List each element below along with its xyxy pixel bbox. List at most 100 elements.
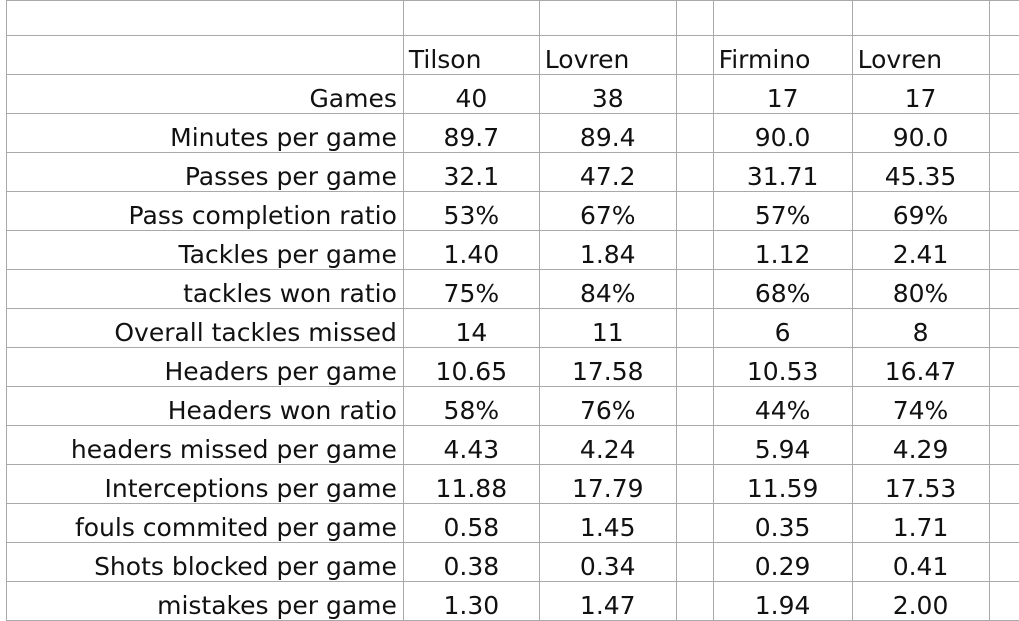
value-cell[interactable]: 47.2 [539,153,676,192]
row-label[interactable]: Pass completion ratio [7,192,404,231]
value-cell[interactable]: 11.88 [403,465,539,504]
empty-cell[interactable] [989,1,1019,36]
value-cell[interactable]: 1.47 [539,582,676,621]
empty-cell[interactable] [676,153,713,192]
value-cell[interactable]: 1.12 [713,231,852,270]
empty-cell[interactable] [676,543,713,582]
value-cell[interactable]: 2.00 [852,582,989,621]
column-header[interactable]: Lovren [539,36,676,75]
value-cell[interactable]: 40 [403,75,539,114]
value-cell[interactable]: 44% [713,387,852,426]
value-cell[interactable]: 53% [403,192,539,231]
value-cell[interactable]: 32.1 [403,153,539,192]
empty-cell[interactable] [7,1,404,36]
empty-cell[interactable] [989,582,1019,621]
empty-cell[interactable] [676,465,713,504]
empty-cell[interactable] [7,36,404,75]
value-cell[interactable]: 84% [539,270,676,309]
empty-cell[interactable] [989,309,1019,348]
value-cell[interactable]: 16.47 [852,348,989,387]
empty-cell[interactable] [676,582,713,621]
value-cell[interactable]: 90.0 [852,114,989,153]
empty-cell[interactable] [989,75,1019,114]
value-cell[interactable]: 89.7 [403,114,539,153]
row-label[interactable]: Overall tackles missed [7,309,404,348]
empty-cell[interactable] [676,114,713,153]
value-cell[interactable]: 74% [852,387,989,426]
value-cell[interactable]: 89.4 [539,114,676,153]
value-cell[interactable]: 0.38 [403,543,539,582]
value-cell[interactable]: 1.94 [713,582,852,621]
value-cell[interactable]: 11 [539,309,676,348]
empty-cell[interactable] [676,1,713,36]
value-cell[interactable]: 1.84 [539,231,676,270]
empty-cell[interactable] [989,231,1019,270]
empty-cell[interactable] [989,36,1019,75]
empty-cell[interactable] [989,465,1019,504]
column-header[interactable]: Firmino [713,36,852,75]
value-cell[interactable]: 4.43 [403,426,539,465]
value-cell[interactable]: 6 [713,309,852,348]
empty-cell[interactable] [713,1,852,36]
value-cell[interactable]: 5.94 [713,426,852,465]
column-header[interactable]: Tilson [403,36,539,75]
empty-cell[interactable] [676,192,713,231]
empty-cell[interactable] [676,75,713,114]
value-cell[interactable]: 38 [539,75,676,114]
value-cell[interactable]: 1.40 [403,231,539,270]
empty-cell[interactable] [676,231,713,270]
value-cell[interactable]: 45.35 [852,153,989,192]
value-cell[interactable]: 8 [852,309,989,348]
empty-cell[interactable] [989,348,1019,387]
value-cell[interactable]: 17.53 [852,465,989,504]
value-cell[interactable]: 0.41 [852,543,989,582]
row-label[interactable]: tackles won ratio [7,270,404,309]
row-label[interactable]: Minutes per game [7,114,404,153]
row-label[interactable]: Shots blocked per game [7,543,404,582]
row-label[interactable]: headers missed per game [7,426,404,465]
row-label[interactable]: Interceptions per game [7,465,404,504]
empty-cell[interactable] [989,504,1019,543]
value-cell[interactable]: 0.29 [713,543,852,582]
value-cell[interactable]: 69% [852,192,989,231]
row-label[interactable]: Tackles per game [7,231,404,270]
value-cell[interactable]: 17 [852,75,989,114]
value-cell[interactable]: 10.65 [403,348,539,387]
column-header[interactable]: Lovren [852,36,989,75]
value-cell[interactable]: 0.34 [539,543,676,582]
value-cell[interactable]: 4.24 [539,426,676,465]
value-cell[interactable]: 67% [539,192,676,231]
value-cell[interactable]: 10.53 [713,348,852,387]
empty-cell[interactable] [539,1,676,36]
value-cell[interactable]: 75% [403,270,539,309]
row-label[interactable]: mistakes per game [7,582,404,621]
empty-cell[interactable] [676,348,713,387]
row-label[interactable]: Games [7,75,404,114]
value-cell[interactable]: 0.58 [403,504,539,543]
empty-cell[interactable] [989,114,1019,153]
value-cell[interactable]: 1.30 [403,582,539,621]
value-cell[interactable]: 76% [539,387,676,426]
empty-cell[interactable] [989,153,1019,192]
value-cell[interactable]: 14 [403,309,539,348]
value-cell[interactable]: 11.59 [713,465,852,504]
value-cell[interactable]: 0.35 [713,504,852,543]
empty-cell[interactable] [852,1,989,36]
value-cell[interactable]: 17 [713,75,852,114]
value-cell[interactable]: 17.79 [539,465,676,504]
empty-cell[interactable] [989,387,1019,426]
value-cell[interactable]: 1.45 [539,504,676,543]
empty-cell[interactable] [989,270,1019,309]
empty-cell[interactable] [676,36,713,75]
empty-cell[interactable] [676,426,713,465]
value-cell[interactable]: 90.0 [713,114,852,153]
value-cell[interactable]: 80% [852,270,989,309]
empty-cell[interactable] [989,426,1019,465]
empty-cell[interactable] [403,1,539,36]
empty-cell[interactable] [676,387,713,426]
value-cell[interactable]: 4.29 [852,426,989,465]
value-cell[interactable]: 68% [713,270,852,309]
empty-cell[interactable] [989,192,1019,231]
value-cell[interactable]: 1.71 [852,504,989,543]
value-cell[interactable]: 58% [403,387,539,426]
